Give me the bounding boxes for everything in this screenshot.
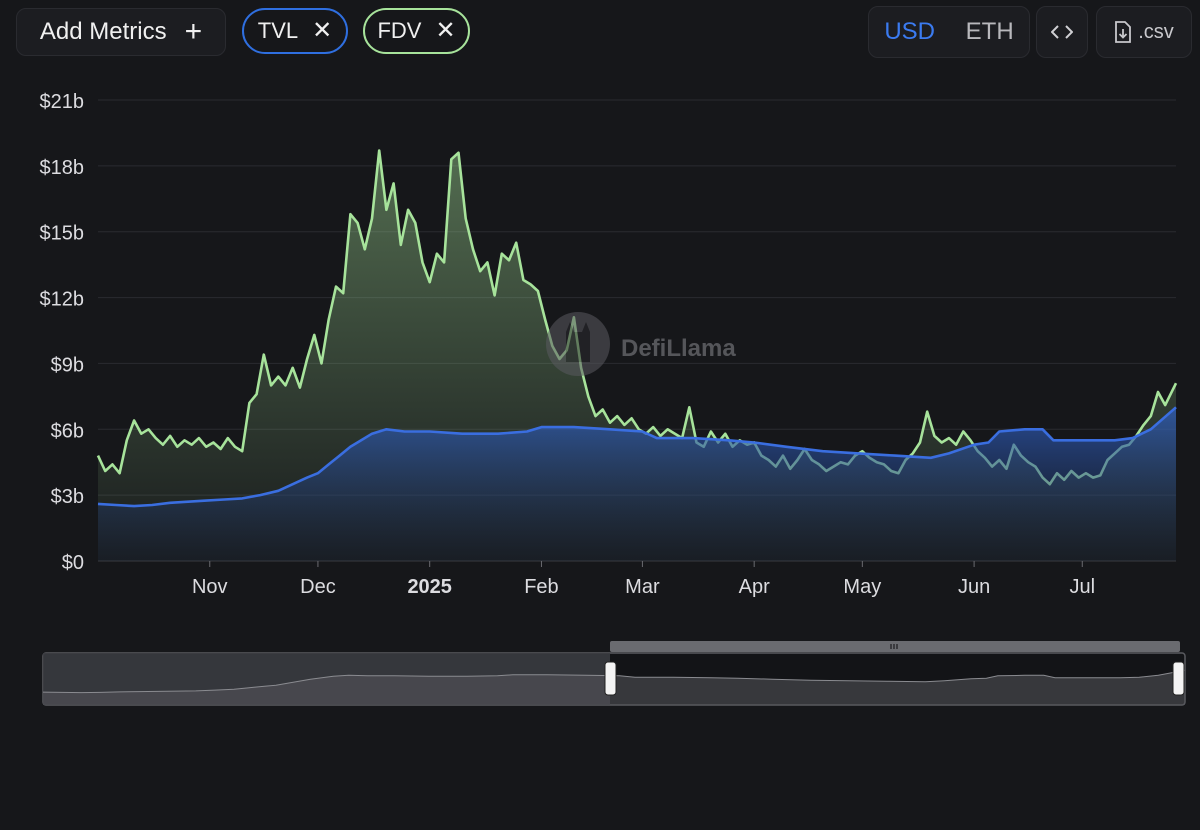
y-axis: $0 $3b $6b $9b $12b $15b $18b $21b	[40, 91, 85, 574]
download-csv-button[interactable]: .csv	[1096, 6, 1192, 58]
x-tick-label: Mar	[625, 576, 660, 598]
x-tick-label: Dec	[300, 576, 336, 598]
x-tick-label: May	[843, 576, 881, 598]
metric-chip-tvl[interactable]: TVL ✕	[242, 8, 348, 54]
y-tick-label: $18b	[40, 157, 85, 179]
watermark-text: DefiLlama	[621, 335, 736, 362]
metric-chip-label: TVL	[257, 18, 299, 43]
x-tick-label: Nov	[192, 576, 228, 598]
close-icon[interactable]: ✕	[312, 17, 333, 44]
defillama-watermark: DefiLlama	[546, 312, 736, 376]
y-tick-label: $9b	[51, 354, 84, 376]
csv-label: .csv	[1138, 20, 1174, 43]
currency-toggle: USD ETH	[868, 6, 1030, 58]
chart-series	[96, 149, 1178, 561]
plus-icon: +	[184, 15, 203, 48]
x-tick-label: Jul	[1069, 576, 1095, 598]
x-tick-label: Feb	[524, 576, 558, 598]
range-brush[interactable]	[0, 635, 1200, 715]
series-line-tvl	[97, 406, 1177, 508]
x-tick-label: Apr	[739, 576, 770, 598]
add-metrics-label: Add Metrics	[39, 18, 167, 45]
toolbar: Add Metrics + TVL ✕ FDV ✕ USD ETH .csv	[0, 0, 1200, 64]
x-axis: Nov Dec 2025 Feb Mar Apr May Jun Jul	[192, 561, 1095, 598]
brush-overview-path	[42, 669, 1186, 694]
y-tick-label: $3b	[51, 486, 84, 508]
currency-option-usd[interactable]: USD	[884, 18, 935, 45]
x-tick-label: Jun	[958, 576, 990, 598]
file-download-icon	[1115, 21, 1132, 43]
tvl-fdv-chart[interactable]: $0 $3b $6b $9b $12b $15b $18b $21b Nov Dec 2025 Fe…	[0, 70, 1200, 610]
embed-button[interactable]	[1036, 6, 1088, 58]
brush-range-bar[interactable]	[610, 641, 1180, 652]
close-icon[interactable]: ✕	[435, 17, 456, 44]
code-brackets-icon	[1051, 25, 1073, 39]
currency-option-eth[interactable]: ETH	[965, 18, 1014, 45]
y-tick-label: $15b	[40, 223, 85, 245]
y-tick-label: $6b	[51, 420, 84, 442]
series-area-tvl	[98, 407, 1176, 561]
y-tick-label: $21b	[40, 91, 85, 113]
metric-chip-label: FDV	[377, 18, 422, 43]
metric-chip-fdv[interactable]: FDV ✕	[363, 8, 470, 54]
y-tick-label: $12b	[40, 289, 85, 311]
grip-icon	[890, 644, 898, 649]
brush-left-handle[interactable]	[604, 661, 617, 696]
brush-right-handle[interactable]	[1172, 661, 1185, 696]
add-metrics-button[interactable]: Add Metrics +	[16, 8, 226, 56]
y-tick-label: $0	[62, 552, 84, 574]
x-tick-label: 2025	[407, 576, 452, 598]
